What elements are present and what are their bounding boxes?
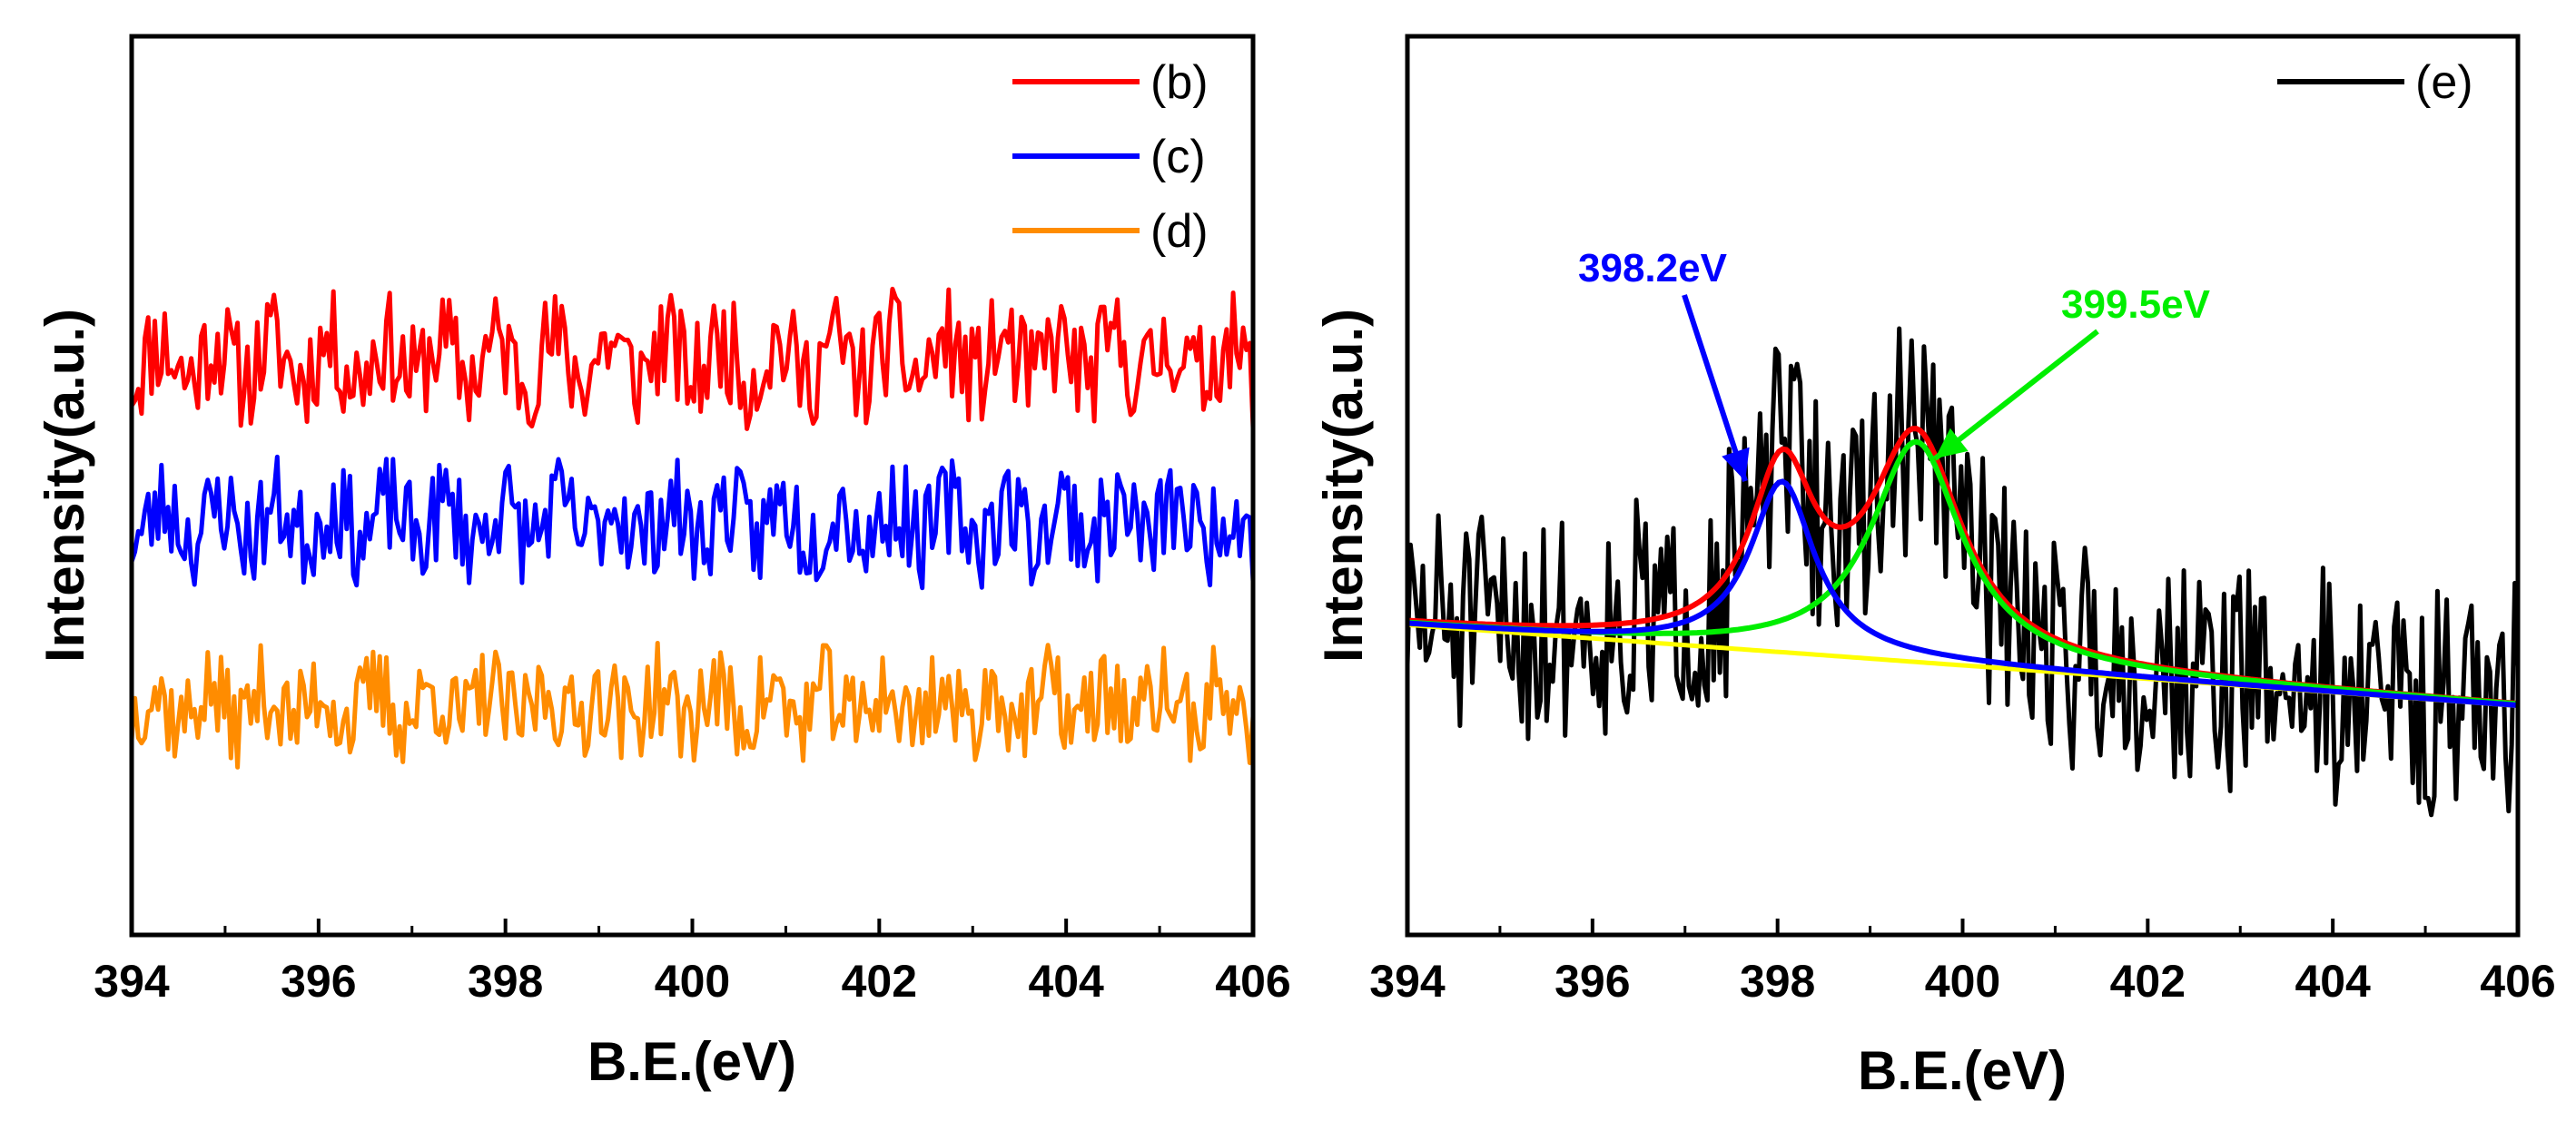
left-x-ticks: 394 396 398 400 402 404 406 (94, 919, 1291, 1007)
right-legend-label: (e) (2415, 56, 2473, 109)
left-legend-label: (d) (1150, 205, 1209, 258)
left-plot-frame (129, 34, 1256, 938)
series-line-e (1405, 326, 2521, 818)
left-legend-label: (c) (1150, 131, 1206, 183)
right-x-tick-label: 398 (1740, 956, 1815, 1007)
right-x-tick-label: 396 (1554, 956, 1630, 1007)
annotation-399-5-label: 399.5eV (2061, 282, 2211, 327)
series-line-d (129, 641, 1256, 770)
right-legend: (e) (2277, 56, 2473, 109)
left-x-tick-label: 398 (468, 956, 543, 1007)
left-x-tick-label: 406 (1215, 956, 1290, 1007)
annotation-398-2-arrow-shaft (1682, 294, 1748, 482)
peak-annotations: 398.2eV 399.5eV (1578, 246, 2211, 482)
right-x-tick-label: 402 (2110, 956, 2186, 1007)
right-x-ticks: 394 396 398 400 402 404 406 (1369, 919, 2556, 1007)
left-chart-panel: 394 396 398 400 402 404 406 B.E.(eV) Intensity… (35, 34, 1291, 1092)
left-x-tick-label: 400 (655, 956, 730, 1007)
right-x-tick-label: 394 (1369, 956, 1446, 1007)
left-legend-label: (b) (1150, 56, 1209, 109)
left-x-axis-title: B.E.(eV) (587, 1031, 796, 1092)
right-x-tick-label: 400 (1925, 956, 2000, 1007)
right-x-axis-title: B.E.(eV) (1858, 1040, 2067, 1101)
series-line-b (129, 286, 1256, 431)
right-chart-panel: 394 396 398 400 402 404 406 B.E.(eV) Intensity… (1313, 34, 2556, 1101)
left-series-lines (129, 286, 1256, 770)
annotation-398-2-label: 398.2eV (1578, 246, 1728, 290)
left-x-tick-label: 402 (842, 956, 917, 1007)
right-x-tick-label: 404 (2295, 956, 2371, 1007)
left-legend: (b) (c) (d) (1012, 56, 1209, 258)
annotation-399-5-arrow-head (1934, 428, 1969, 459)
right-x-tick-label: 406 (2480, 956, 2555, 1007)
left-y-axis-title: Intensity(a.u.) (35, 309, 95, 663)
fit-peak-398-2 (1406, 478, 2519, 708)
series-line-c (129, 454, 1256, 591)
left-x-tick-label: 396 (281, 956, 356, 1007)
right-y-axis-title: Intensity(a.u.) (1313, 309, 1374, 663)
left-x-tick-label: 404 (1028, 956, 1104, 1007)
right-series-lines (1405, 326, 2521, 818)
annotation-399-5-arrow-shaft (1933, 329, 2099, 461)
annotation-398-2-arrow-head (1722, 447, 1750, 482)
left-x-tick-label: 394 (94, 956, 170, 1007)
